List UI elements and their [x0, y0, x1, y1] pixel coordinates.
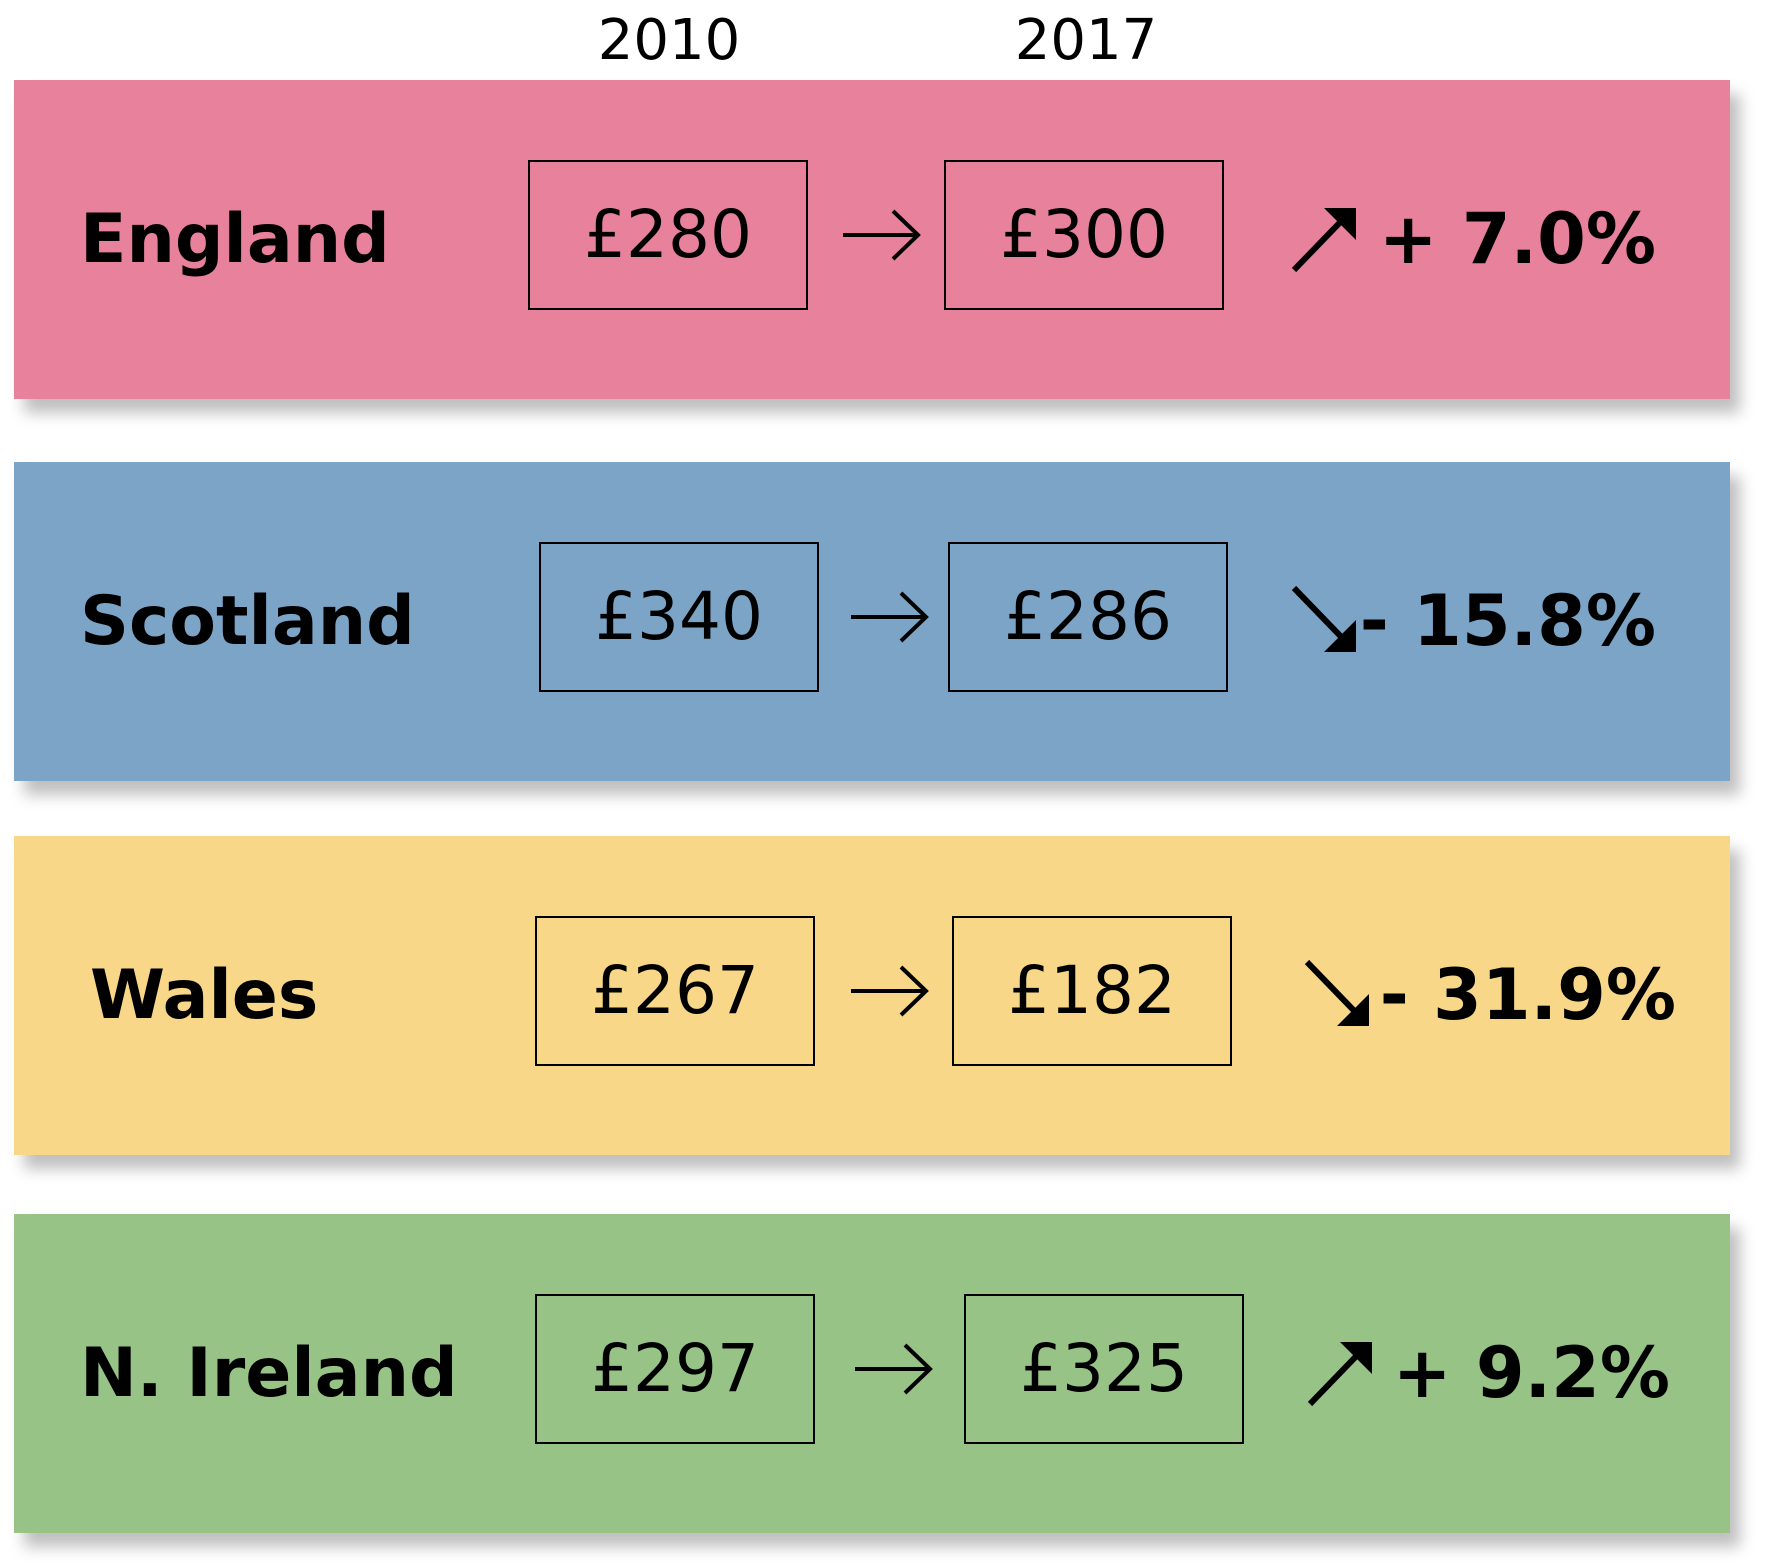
- value-2017: £286: [948, 542, 1228, 692]
- arrow: [843, 209, 921, 261]
- region-row: Scotland £340 £286 - 15.8%: [14, 462, 1730, 781]
- change: + 9.2%: [1392, 1332, 1670, 1414]
- column-header: 2017: [1014, 8, 1158, 73]
- change: - 15.8%: [1359, 580, 1656, 662]
- region-row: N. Ireland £297 £325 + 9.2%: [14, 1214, 1730, 1533]
- region-name: Scotland: [80, 582, 415, 661]
- trend-up: [1307, 1341, 1372, 1407]
- value-2010: £280: [528, 160, 808, 310]
- arrow: [855, 1343, 933, 1395]
- value-2017: £325: [964, 1294, 1244, 1444]
- region-name: Wales: [90, 956, 319, 1035]
- region-row: England £280 £300 + 7.0%: [14, 80, 1730, 399]
- region-row: Wales £267 £182 - 31.9%: [14, 836, 1730, 1155]
- trend-up: [1291, 207, 1356, 273]
- column-header: 2010: [597, 8, 741, 73]
- value-2010: £267: [535, 916, 815, 1066]
- value-2010: £340: [539, 542, 819, 692]
- trend-down: [1291, 585, 1356, 652]
- change: - 31.9%: [1379, 954, 1676, 1036]
- trend-down: [1304, 959, 1369, 1026]
- arrow: [851, 591, 929, 643]
- value-2017: £300: [944, 160, 1224, 310]
- region-name: England: [80, 200, 390, 279]
- value-2010: £297: [535, 1294, 815, 1444]
- region-name: N. Ireland: [80, 1334, 458, 1413]
- change: + 7.0%: [1378, 198, 1656, 280]
- arrow: [851, 965, 929, 1017]
- value-2017: £182: [952, 916, 1232, 1066]
